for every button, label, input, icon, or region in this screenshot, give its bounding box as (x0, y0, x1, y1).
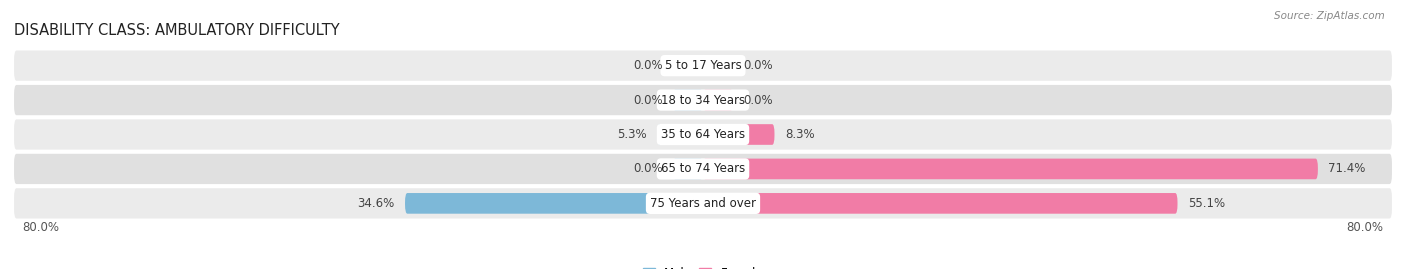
Text: 5.3%: 5.3% (617, 128, 647, 141)
Legend: Male, Female: Male, Female (643, 267, 763, 269)
Text: 0.0%: 0.0% (744, 59, 773, 72)
Text: Source: ZipAtlas.com: Source: ZipAtlas.com (1274, 11, 1385, 21)
Text: 0.0%: 0.0% (633, 162, 662, 175)
FancyBboxPatch shape (673, 90, 703, 110)
FancyBboxPatch shape (703, 159, 1317, 179)
FancyBboxPatch shape (14, 85, 1392, 115)
Text: 71.4%: 71.4% (1329, 162, 1365, 175)
FancyBboxPatch shape (703, 124, 775, 145)
FancyBboxPatch shape (14, 51, 1392, 81)
Text: 65 to 74 Years: 65 to 74 Years (661, 162, 745, 175)
FancyBboxPatch shape (658, 124, 703, 145)
Text: 0.0%: 0.0% (633, 59, 662, 72)
Text: 55.1%: 55.1% (1188, 197, 1225, 210)
FancyBboxPatch shape (14, 188, 1392, 218)
FancyBboxPatch shape (405, 193, 703, 214)
FancyBboxPatch shape (14, 119, 1392, 150)
Text: 35 to 64 Years: 35 to 64 Years (661, 128, 745, 141)
Text: 80.0%: 80.0% (1347, 221, 1384, 234)
Text: 75 Years and over: 75 Years and over (650, 197, 756, 210)
FancyBboxPatch shape (703, 90, 733, 110)
Text: 34.6%: 34.6% (357, 197, 395, 210)
Text: 8.3%: 8.3% (785, 128, 814, 141)
Text: 80.0%: 80.0% (22, 221, 59, 234)
Text: 5 to 17 Years: 5 to 17 Years (665, 59, 741, 72)
Text: 0.0%: 0.0% (633, 94, 662, 107)
FancyBboxPatch shape (673, 159, 703, 179)
Text: 18 to 34 Years: 18 to 34 Years (661, 94, 745, 107)
Text: DISABILITY CLASS: AMBULATORY DIFFICULTY: DISABILITY CLASS: AMBULATORY DIFFICULTY (14, 23, 340, 38)
FancyBboxPatch shape (703, 55, 733, 76)
FancyBboxPatch shape (703, 193, 1177, 214)
FancyBboxPatch shape (14, 154, 1392, 184)
FancyBboxPatch shape (673, 55, 703, 76)
Text: 0.0%: 0.0% (744, 94, 773, 107)
